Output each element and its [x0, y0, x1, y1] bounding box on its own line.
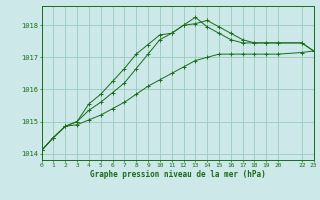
- X-axis label: Graphe pression niveau de la mer (hPa): Graphe pression niveau de la mer (hPa): [90, 170, 266, 179]
